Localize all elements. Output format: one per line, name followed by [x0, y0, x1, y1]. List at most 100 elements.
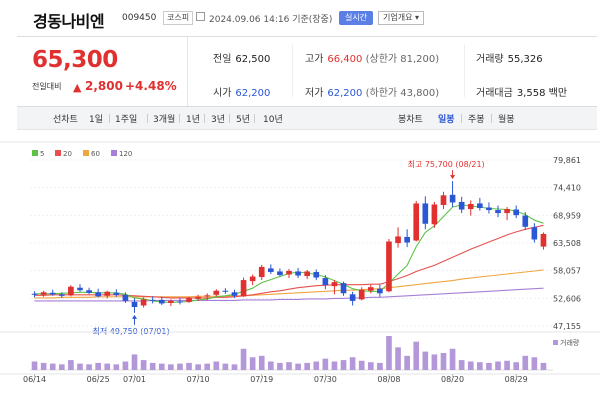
candle-body	[68, 286, 74, 296]
stat-value: 62,200	[327, 88, 363, 99]
divider	[292, 45, 293, 97]
volume-bar	[231, 364, 238, 370]
period-10y[interactable]: 10년	[263, 115, 283, 125]
candle-body	[195, 296, 201, 299]
stat-label: 고가	[305, 54, 324, 65]
volume-bar	[249, 357, 256, 370]
candle-body	[431, 204, 438, 225]
volume-bar	[195, 364, 201, 370]
price-chart[interactable]: 5 20 60 120 79,861 74,410 68,959 63,508 58,057 52…	[0, 130, 600, 402]
stock-header: 경동나비엔 009450 코스피 2024.09.06 14:16 기준(장중)…	[0, 0, 600, 36]
period-5y[interactable]: 5년	[236, 115, 251, 125]
period-1d[interactable]: 1일	[89, 115, 104, 125]
period-3m[interactable]: 3개월	[153, 115, 176, 125]
divider	[147, 114, 148, 123]
legend-label: 60	[91, 150, 100, 158]
divider	[109, 114, 110, 123]
x-tick-label: 08/08	[377, 375, 400, 384]
volume-bar	[149, 362, 156, 370]
tab-line-chart[interactable]: 선차트	[53, 115, 78, 125]
tab-weekly[interactable]: 주봉	[468, 115, 485, 125]
candle-body	[422, 203, 429, 224]
legend-label: 5	[40, 150, 44, 158]
candle-body	[486, 207, 492, 211]
change-value: 2,800	[85, 79, 123, 93]
volume-bar	[522, 355, 529, 370]
candle-body	[49, 292, 56, 295]
stat-high: 고가 66,400 (상한가 81,200)	[305, 50, 439, 65]
candle-body	[340, 283, 347, 294]
current-price-panel: 65,300 전일대비 ▲ 2,800 +4.48%	[17, 37, 188, 106]
volume-bar	[277, 362, 283, 370]
x-tick-label: 07/10	[187, 375, 210, 384]
volume-bar	[513, 362, 520, 370]
volume-bar	[413, 341, 420, 370]
volume-bar	[268, 361, 274, 370]
volume-bar	[540, 362, 547, 370]
candle-body	[477, 203, 483, 209]
volume-bar	[186, 362, 192, 370]
candle-body	[177, 301, 183, 303]
low-arrow-head	[132, 314, 138, 319]
candle-body	[204, 295, 211, 297]
volume-bar	[322, 358, 329, 370]
candle-body	[213, 290, 220, 295]
legend-swatch	[111, 150, 117, 156]
volume-bar	[504, 360, 510, 370]
candle-body	[395, 236, 401, 244]
stat-label: 시가	[213, 88, 232, 99]
x-tick-label: 08/20	[441, 375, 464, 384]
candle-body	[104, 291, 111, 296]
volume-bar	[358, 360, 365, 370]
volume-bar	[404, 355, 410, 370]
stat-value: 55,326	[507, 54, 543, 65]
tab-daily[interactable]: 일봉	[438, 115, 455, 125]
volume-bar	[204, 363, 211, 370]
chart-period-bar: 선차트 1일 1주일 3개월 1년 3년 5년 10년 봉차트 일봉 주봉 월봉	[17, 107, 597, 130]
y-tick-label: 79,861	[553, 156, 581, 165]
realtime-button[interactable]: 실시간	[339, 11, 373, 25]
volume-bar	[531, 357, 538, 370]
volume-bar	[431, 354, 438, 370]
volume-bar	[349, 357, 356, 370]
stat-low: 저가 62,200 (하한가 43,800)	[305, 84, 439, 99]
ma20-line	[34, 224, 544, 299]
volume-bar	[131, 354, 138, 370]
divider	[179, 114, 180, 123]
volume-bar	[222, 363, 229, 370]
divider	[204, 114, 205, 123]
candle-body	[140, 299, 147, 306]
volume-label: 거래량	[560, 338, 580, 347]
period-3y[interactable]: 3년	[211, 115, 226, 125]
volume-bar	[158, 363, 165, 370]
volume-bar	[313, 361, 320, 370]
candle-body	[331, 282, 338, 287]
period-1y[interactable]: 1년	[186, 115, 201, 125]
volume-bar	[77, 363, 83, 370]
market-badge: 코스피	[163, 11, 194, 25]
volume-bar	[258, 355, 265, 370]
divider	[491, 114, 492, 123]
volume-bar	[168, 364, 174, 370]
candle-body	[504, 209, 510, 214]
stat-volume: 거래량 55,326	[476, 50, 543, 65]
volume-bar	[68, 360, 74, 370]
volume-legend-swatch	[553, 340, 558, 345]
legend-swatch	[32, 150, 38, 156]
candle-body	[258, 266, 265, 278]
volume-bar	[440, 353, 447, 370]
volume-bar	[449, 348, 456, 370]
volume-bar	[304, 362, 310, 370]
company-info-dropdown[interactable]: 기업개요 ▾	[378, 11, 424, 25]
tab-candle-chart[interactable]: 봉차트	[398, 115, 423, 125]
y-tick-label: 47,155	[553, 322, 581, 331]
volume-bar	[377, 362, 383, 370]
period-1w[interactable]: 1주일	[115, 115, 138, 125]
candle-body	[413, 203, 420, 241]
x-tick-label: 08/29	[505, 375, 528, 384]
x-tick-label: 06/14	[23, 375, 46, 384]
candle-body	[268, 268, 274, 272]
quote-datetime: 2024.09.06 14:16 기준(장중)	[209, 15, 333, 25]
tab-monthly[interactable]: 월봉	[498, 115, 515, 125]
candle-body	[231, 292, 238, 296]
